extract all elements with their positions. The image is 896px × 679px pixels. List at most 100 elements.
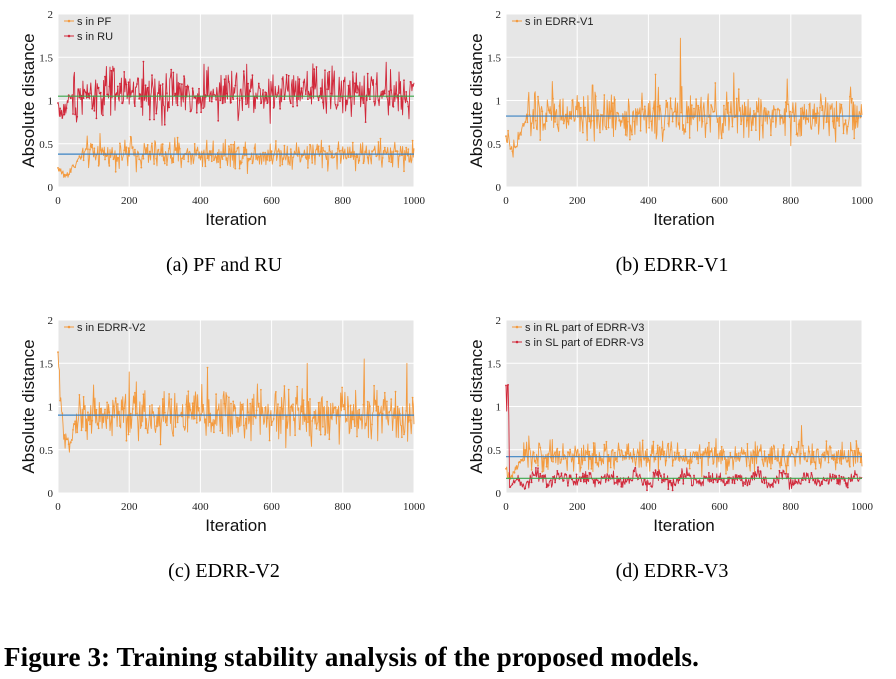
series-point <box>641 108 644 111</box>
series-point <box>185 85 188 88</box>
series-point <box>343 151 346 154</box>
y-tick-label: 1.5 <box>39 52 53 64</box>
series-point <box>82 159 85 162</box>
series-point <box>307 98 309 101</box>
series-point <box>560 458 563 461</box>
series-point <box>629 454 631 457</box>
series-point <box>221 102 224 105</box>
series-point <box>631 479 633 482</box>
series-point <box>328 145 331 148</box>
series-point <box>840 475 843 478</box>
legend-label: s in RU <box>77 31 113 43</box>
series-point <box>281 408 284 410</box>
x-tick-label: 400 <box>192 501 209 513</box>
series-point <box>782 444 785 446</box>
series-point <box>761 481 764 484</box>
series-point <box>789 482 791 484</box>
series-point <box>390 161 393 164</box>
series-point <box>289 148 292 151</box>
series-point <box>138 97 141 100</box>
series-point <box>690 104 693 107</box>
series-point <box>667 122 670 125</box>
x-tick-label: 0 <box>55 501 61 513</box>
series-point <box>253 147 256 150</box>
series-point <box>210 422 213 424</box>
series-point <box>735 97 738 100</box>
x-tick-label: 0 <box>503 195 509 207</box>
series-point <box>842 457 845 460</box>
series-point <box>697 104 700 107</box>
series-point <box>746 443 749 445</box>
series-point <box>347 156 350 159</box>
series-point <box>394 93 397 95</box>
series-point <box>78 96 81 99</box>
series-point <box>810 472 813 474</box>
series-point <box>95 117 98 120</box>
series-point <box>183 426 185 428</box>
series-point <box>515 465 518 467</box>
series-point <box>208 421 211 423</box>
series-point <box>671 465 674 467</box>
series-point <box>396 405 399 408</box>
series-point <box>176 136 179 139</box>
series-point <box>181 83 183 85</box>
chart-a-plot: 0 200 400 600 800 1000 0 0.5 1 1.5 2 Iteration Absol… <box>19 9 426 229</box>
series-point <box>571 99 574 102</box>
series-point <box>853 449 856 452</box>
series-point <box>114 170 117 173</box>
series-point <box>341 386 343 389</box>
y-tick-label: 0.5 <box>487 445 501 457</box>
series-point <box>89 423 91 426</box>
series-point <box>750 129 753 132</box>
series-point <box>208 100 211 102</box>
series-point <box>537 95 539 98</box>
series-point <box>166 92 168 95</box>
x-tick-label: 800 <box>783 195 800 207</box>
x-tick-label: 1000 <box>403 195 426 207</box>
series-point <box>554 481 556 484</box>
series-point <box>763 450 766 453</box>
series-point <box>797 123 800 126</box>
series-point <box>142 393 145 396</box>
series-point <box>601 458 603 460</box>
series-point <box>163 162 166 165</box>
series-point <box>522 459 524 462</box>
series-point <box>517 479 520 482</box>
series-point <box>234 84 237 87</box>
x-tick-label: 600 <box>711 501 728 513</box>
series-point <box>637 113 640 115</box>
series-point <box>838 125 841 127</box>
series-point <box>262 151 264 154</box>
series-point <box>392 151 395 153</box>
series-point <box>603 94 606 96</box>
series-point <box>168 393 171 395</box>
series-point <box>178 82 181 85</box>
series-point <box>354 425 356 428</box>
series-point <box>326 400 328 403</box>
series-point <box>520 481 522 484</box>
series-point <box>744 452 747 454</box>
series-point <box>840 103 843 106</box>
series-point <box>761 124 764 127</box>
series-point <box>744 113 747 116</box>
series-point <box>661 481 663 484</box>
series-point <box>819 106 821 109</box>
series-point <box>91 107 94 110</box>
x-tick-label: 0 <box>503 501 509 513</box>
series-point <box>618 480 621 483</box>
series-point <box>840 463 843 465</box>
series-point <box>740 123 742 126</box>
series-point <box>635 111 638 114</box>
figure-caption: Figure 3: Training stability analysis of… <box>4 642 699 672</box>
series-point <box>541 470 544 473</box>
series-point <box>112 405 115 408</box>
series-point <box>695 98 697 100</box>
series-point <box>543 123 546 126</box>
series-point <box>631 133 633 136</box>
series-point <box>776 459 779 462</box>
series-point <box>386 151 388 154</box>
series-point <box>599 481 601 484</box>
series-point <box>513 471 516 474</box>
series-point <box>99 91 102 94</box>
series-point <box>782 121 785 123</box>
